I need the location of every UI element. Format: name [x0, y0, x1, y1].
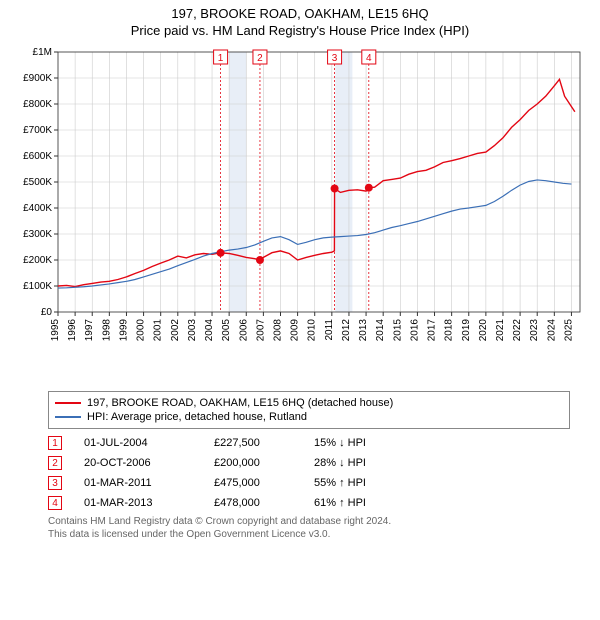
svg-text:1997: 1997 [84, 319, 95, 342]
svg-text:2006: 2006 [238, 319, 249, 342]
legend-row: 197, BROOKE ROAD, OAKHAM, LE15 6HQ (deta… [55, 396, 563, 410]
transaction-pct: 15% ↓ HPI [314, 437, 414, 449]
footer-line-1: Contains HM Land Registry data © Crown c… [48, 515, 570, 528]
svg-text:1999: 1999 [118, 319, 129, 342]
transaction-pct: 55% ↑ HPI [314, 477, 414, 489]
transaction-date: 01-JUL-2004 [84, 437, 214, 449]
footer-attribution: Contains HM Land Registry data © Crown c… [48, 515, 570, 541]
transaction-marker: 2 [48, 456, 62, 470]
transaction-price: £227,500 [214, 437, 314, 449]
svg-text:1: 1 [218, 53, 224, 64]
legend: 197, BROOKE ROAD, OAKHAM, LE15 6HQ (deta… [48, 391, 570, 429]
chart-container: 197, BROOKE ROAD, OAKHAM, LE15 6HQ Price… [0, 0, 600, 541]
svg-text:1996: 1996 [67, 319, 78, 342]
svg-text:2017: 2017 [427, 319, 438, 342]
svg-text:2020: 2020 [478, 319, 489, 342]
legend-row: HPI: Average price, detached house, Rutl… [55, 410, 563, 424]
svg-text:2015: 2015 [392, 319, 403, 342]
svg-text:2018: 2018 [444, 319, 455, 342]
transaction-price: £475,000 [214, 477, 314, 489]
legend-swatch [55, 416, 81, 418]
svg-text:1995: 1995 [50, 319, 61, 342]
svg-text:2004: 2004 [204, 319, 215, 342]
transaction-pct: 28% ↓ HPI [314, 457, 414, 469]
svg-text:2003: 2003 [187, 319, 198, 342]
transaction-marker: 3 [48, 476, 62, 490]
transaction-table: 1 01-JUL-2004£227,50015% ↓ HPI 2 20-OCT-200… [48, 433, 570, 513]
svg-text:£100K: £100K [23, 281, 52, 292]
transaction-row: 1 01-JUL-2004£227,50015% ↓ HPI [48, 433, 570, 453]
svg-text:2000: 2000 [136, 319, 147, 342]
svg-text:2019: 2019 [461, 319, 472, 342]
svg-text:2010: 2010 [307, 319, 318, 342]
svg-text:2008: 2008 [272, 319, 283, 342]
transaction-date: 01-MAR-2011 [84, 477, 214, 489]
transaction-row: 2 20-OCT-2006£200,00028% ↓ HPI [48, 453, 570, 473]
svg-text:2012: 2012 [341, 319, 352, 342]
transaction-date: 01-MAR-2013 [84, 497, 214, 509]
svg-text:£700K: £700K [23, 125, 52, 136]
svg-text:£0: £0 [41, 307, 53, 318]
transaction-pct: 61% ↑ HPI [314, 497, 414, 509]
legend-swatch [55, 402, 81, 404]
svg-text:2016: 2016 [409, 319, 420, 342]
svg-text:2007: 2007 [255, 319, 266, 342]
svg-text:£800K: £800K [23, 99, 52, 110]
svg-text:£400K: £400K [23, 203, 52, 214]
svg-text:2002: 2002 [170, 319, 181, 342]
svg-text:2001: 2001 [153, 319, 164, 342]
svg-text:£1M: £1M [33, 47, 52, 58]
transaction-marker: 4 [48, 496, 62, 510]
transaction-date: 20-OCT-2006 [84, 457, 214, 469]
svg-text:£300K: £300K [23, 229, 52, 240]
price-chart-svg: £0 £100K £200K £300K £400K £500K £600K £700K £80… [10, 42, 590, 382]
svg-text:2009: 2009 [290, 319, 301, 342]
svg-text:2025: 2025 [563, 319, 574, 342]
transaction-price: £200,000 [214, 457, 314, 469]
transaction-marker: 1 [48, 436, 62, 450]
footer-line-2: This data is licensed under the Open Gov… [48, 528, 570, 541]
svg-text:4: 4 [366, 53, 372, 64]
legend-label: HPI: Average price, detached house, Rutl… [87, 411, 307, 423]
svg-text:£500K: £500K [23, 177, 52, 188]
svg-text:3: 3 [332, 53, 338, 64]
svg-text:1998: 1998 [101, 319, 112, 342]
svg-text:£200K: £200K [23, 255, 52, 266]
chart-title: 197, BROOKE ROAD, OAKHAM, LE15 6HQ [0, 0, 600, 21]
svg-text:2005: 2005 [221, 319, 232, 342]
transaction-row: 4 01-MAR-2013£478,00061% ↑ HPI [48, 493, 570, 513]
svg-text:2013: 2013 [358, 319, 369, 342]
svg-text:£600K: £600K [23, 151, 52, 162]
svg-text:2014: 2014 [375, 319, 386, 342]
svg-text:2024: 2024 [546, 319, 557, 342]
svg-text:£900K: £900K [23, 73, 52, 84]
svg-text:2022: 2022 [512, 319, 523, 342]
svg-text:2021: 2021 [495, 319, 506, 342]
legend-label: 197, BROOKE ROAD, OAKHAM, LE15 6HQ (deta… [87, 397, 393, 409]
svg-text:2023: 2023 [529, 319, 540, 342]
svg-text:2: 2 [257, 53, 263, 64]
svg-text:2011: 2011 [324, 319, 335, 341]
transaction-price: £478,000 [214, 497, 314, 509]
chart-area: £0 £100K £200K £300K £400K £500K £600K £700K £80… [10, 42, 590, 387]
chart-subtitle: Price paid vs. HM Land Registry's House … [0, 21, 600, 42]
transaction-row: 3 01-MAR-2011£475,00055% ↑ HPI [48, 473, 570, 493]
